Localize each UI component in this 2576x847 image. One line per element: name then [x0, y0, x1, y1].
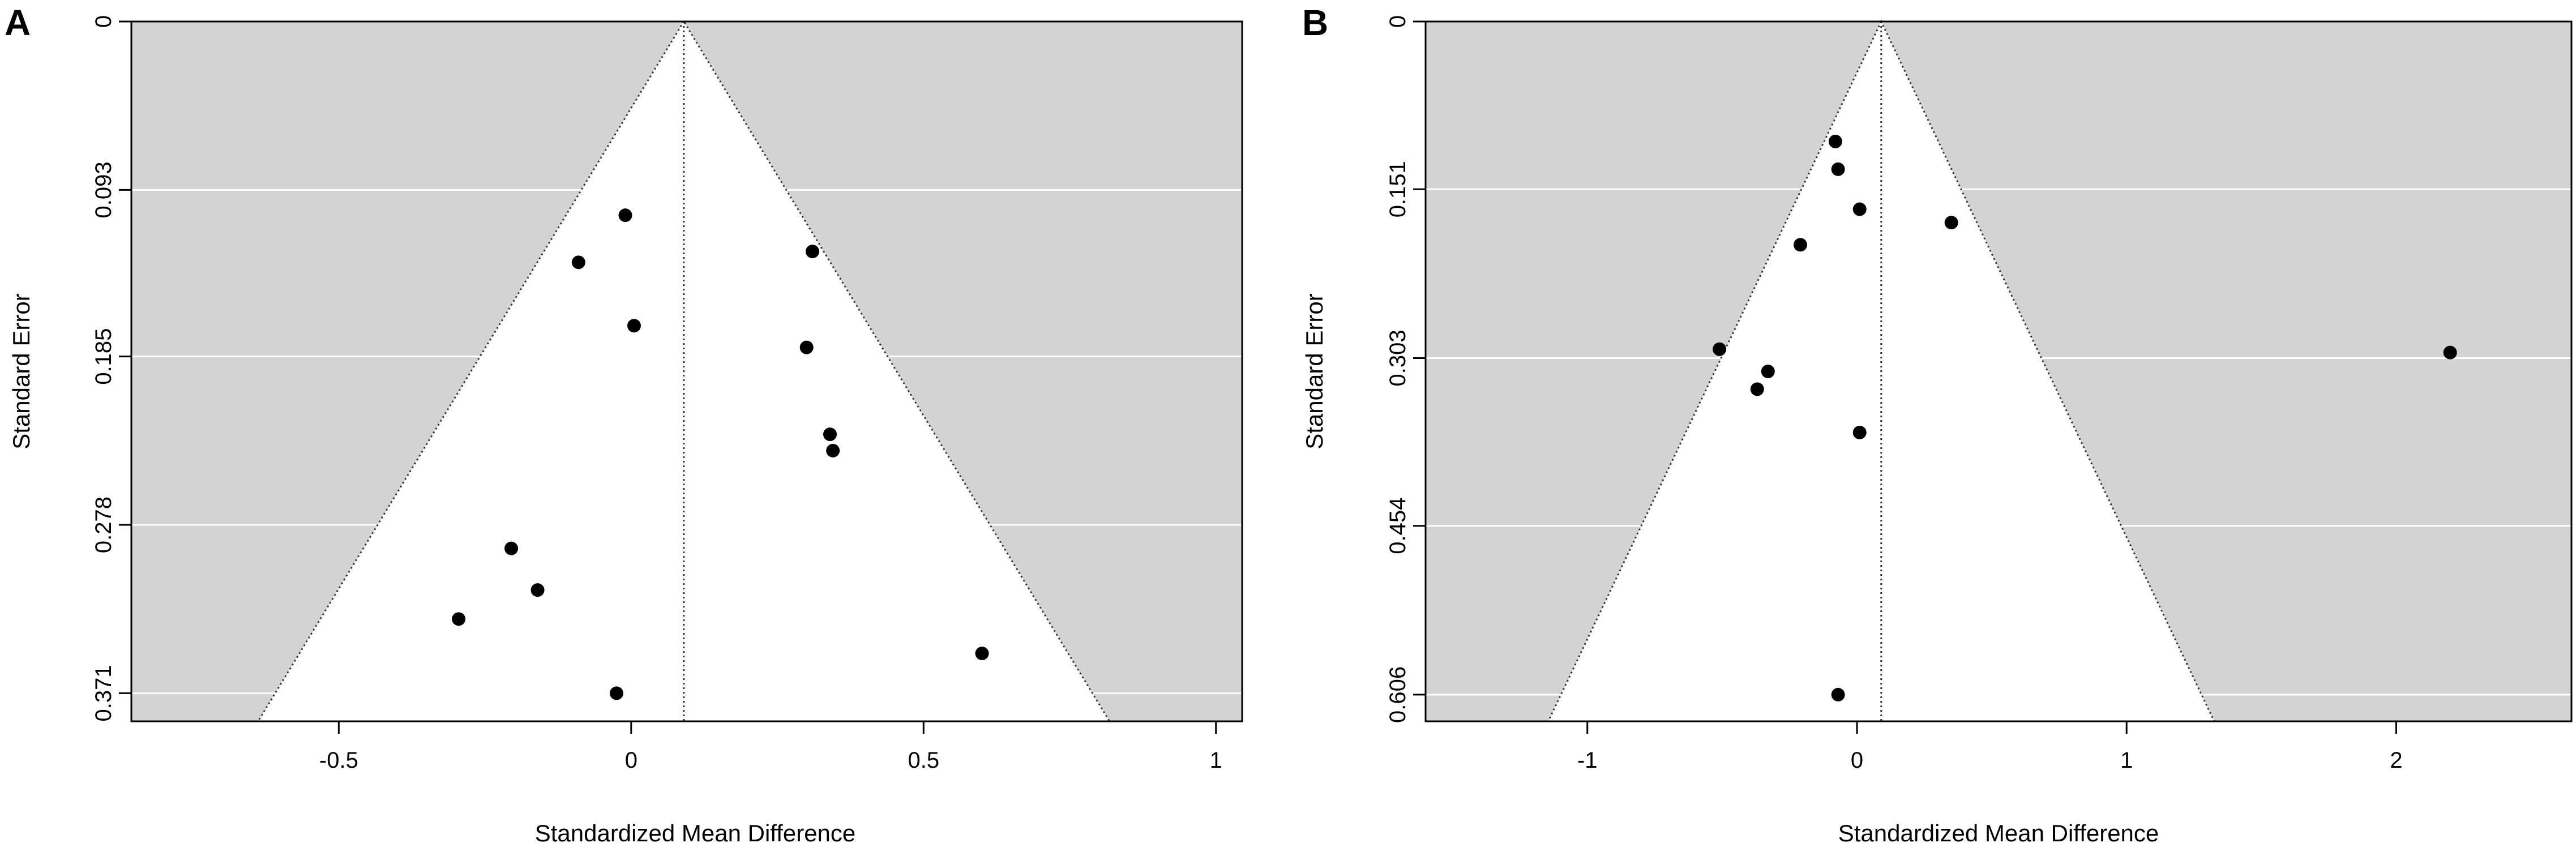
panel-a-label: A	[5, 2, 31, 43]
panel-a-data-point-3	[806, 245, 820, 259]
panel-b-x-axis: -1 0 1 2	[1577, 720, 2403, 773]
panel-b-x-axis-title: Standardized Mean Difference	[1838, 820, 2159, 846]
panel-a-y-tick-label-4: 0.371	[91, 665, 116, 721]
panel-a-data-point-7	[826, 443, 840, 457]
panel-b-label: B	[1302, 2, 1328, 43]
panel-a-data-point-11	[975, 647, 989, 661]
panel-b-x-tick-label-2: 1	[2120, 748, 2133, 773]
panel-a-x-tick-label-0: -0.5	[319, 748, 358, 773]
panel-a-y-tick-label-2: 0.185	[91, 328, 116, 385]
panel-b-y-tick-label-1: 0.151	[1385, 161, 1410, 217]
panel-a-data-points	[452, 208, 989, 700]
panel-a-x-tick-label-2: 0.5	[908, 748, 939, 773]
panel-b-data-point-10	[1852, 425, 1867, 439]
panel-a-data-point-4	[627, 319, 641, 333]
panel-b-y-axis: 0 0.151 0.303 0.454 0.606	[1385, 15, 1426, 723]
panel-a-data-point-9	[530, 583, 545, 597]
panel-b-data-point-4	[1944, 216, 1958, 230]
panel-a-data-point-8	[504, 541, 519, 555]
panel-a-data-point-12	[610, 686, 623, 700]
panel-a-data-point-1	[618, 208, 632, 223]
panel-b-data-point-1	[1828, 134, 1842, 148]
panel-b-data-point-3	[1852, 202, 1867, 216]
panel-b: B 0 0.151 0.303 0.454 0.606 -1 0 1 2 Standardiz…	[1301, 2, 2573, 846]
panel-b-x-tick-label-0: -1	[1577, 748, 1598, 773]
panel-a-y-tick-label-1: 0.093	[91, 161, 116, 218]
panel-a-data-point-2	[571, 255, 585, 270]
panel-a-data-point-10	[452, 612, 466, 626]
panel-a-x-axis-title: Standardized Mean Difference	[535, 820, 856, 846]
panel-a-data-point-5	[799, 340, 814, 354]
panel-a-y-axis-title: Standard Error	[8, 293, 35, 449]
panel-b-y-tick-label-2: 0.303	[1385, 330, 1410, 386]
panel-a-data-point-6	[823, 427, 837, 442]
panel-b-y-tick-label-3: 0.454	[1385, 498, 1410, 554]
panel-b-data-point-9	[2443, 345, 2457, 360]
panel-a-y-tick-label-0: 0	[91, 15, 116, 28]
panel-b-data-points	[1713, 134, 2457, 701]
panel-b-data-point-8	[1750, 382, 1764, 396]
panel-b-y-tick-label-4: 0.606	[1385, 666, 1410, 723]
panel-b-x-tick-label-3: 2	[2390, 748, 2402, 773]
panel-b-data-point-11	[1831, 687, 1845, 701]
panel-b-data-point-6	[1713, 342, 1727, 356]
panel-a-x-axis: -0.5 0 0.5 1	[319, 720, 1222, 773]
panel-b-x-tick-label-1: 0	[1851, 748, 1863, 773]
panel-a-y-axis: 0 0.093 0.185 0.278 0.371	[91, 15, 131, 721]
panel-a: A 0 0.093 0.185 0.278 0.371 -0.5 0 0.5 1 Standa…	[5, 2, 1243, 846]
panel-b-data-point-7	[1761, 365, 1775, 378]
panel-b-data-point-5	[1793, 238, 1807, 252]
panel-a-x-tick-label-1: 0	[625, 748, 637, 773]
panel-b-y-tick-label-0: 0	[1385, 15, 1410, 28]
panel-a-x-tick-label-3: 1	[1210, 748, 1222, 773]
panel-a-y-tick-label-3: 0.278	[91, 497, 116, 553]
panel-b-data-point-2	[1831, 162, 1845, 176]
panel-b-y-axis-title: Standard Error	[1301, 293, 1328, 449]
